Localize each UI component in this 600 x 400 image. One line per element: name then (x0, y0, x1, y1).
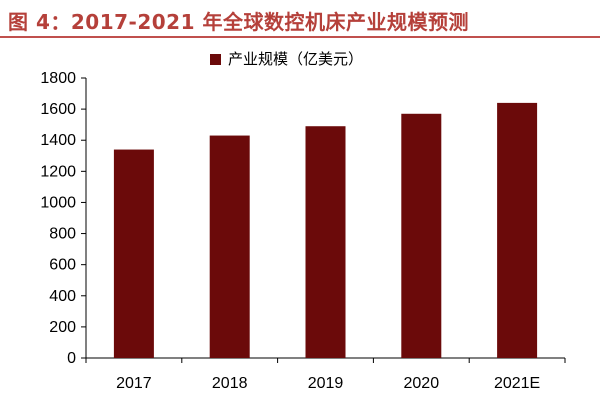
x-axis: 2017 2018 2019 2020 2021E (85, 357, 566, 392)
y-tick-label: 1000 (40, 194, 76, 211)
legend-label: 产业规模（亿美元） (228, 51, 363, 68)
legend: 产业规模（亿美元） (210, 51, 363, 68)
x-tick-label: 2018 (212, 375, 248, 392)
bar (305, 126, 346, 358)
y-tick-label: 200 (49, 319, 76, 336)
figure-header: 图 4：2017-2021 年全球数控机床产业规模预测 (0, 0, 600, 38)
y-tick-label: 1800 (40, 70, 76, 87)
y-tick-label: 1600 (40, 101, 76, 118)
x-tick-label: 2020 (404, 375, 440, 392)
legend-swatch (210, 54, 221, 65)
y-tick-label: 600 (49, 257, 76, 274)
y-tick-label: 1200 (40, 163, 76, 180)
bar (113, 149, 154, 358)
y-axis: 0 200 400 600 800 1000 1200 1400 1600 1800 (40, 70, 87, 367)
y-tick-label: 0 (67, 350, 76, 367)
bar (209, 135, 250, 358)
bar (401, 113, 442, 359)
bar (497, 102, 538, 358)
figure-title: 图 4：2017-2021 年全球数控机床产业规模预测 (8, 10, 469, 34)
x-tick-label: 2021E (494, 375, 540, 392)
y-tick-label: 400 (49, 288, 76, 305)
y-tick-label: 800 (49, 226, 76, 243)
x-tick-label: 2019 (308, 375, 344, 392)
title-divider (0, 36, 600, 38)
bars (113, 102, 538, 359)
x-tick-label: 2017 (116, 375, 152, 392)
y-tick-label: 1400 (40, 132, 76, 149)
